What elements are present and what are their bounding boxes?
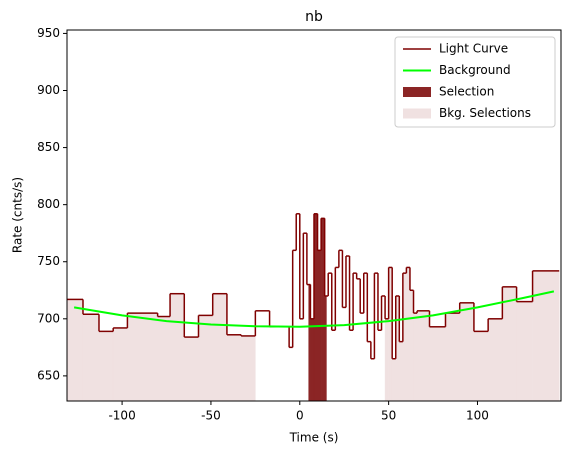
bkg-selection-fill <box>127 312 158 402</box>
x-axis-label: Time (s) <box>289 431 339 445</box>
x-tick-label: -100 <box>108 409 135 423</box>
chart-title: nb <box>305 9 323 25</box>
y-tick-label: 800 <box>37 197 60 211</box>
bkg-selection-fill <box>240 335 256 402</box>
bkg-selection-fill <box>445 312 460 402</box>
legend-swatch <box>403 108 431 119</box>
legend-label: Selection <box>439 85 494 99</box>
bkg-selection-fill <box>416 310 430 402</box>
plot-frame <box>66 29 562 402</box>
bkg-selection-fill <box>516 301 533 402</box>
selection-fill <box>324 295 327 402</box>
legend-label: Bkg. Selections <box>439 106 531 120</box>
bkg-selection-fill <box>82 313 100 402</box>
bkg-selection-fill <box>226 334 242 402</box>
bkg-selection-fill <box>487 318 503 402</box>
bkg-selection-fill <box>98 331 114 402</box>
y-tick-label: 750 <box>37 254 60 268</box>
bkg-selection-fill <box>66 299 84 402</box>
bkg-selection-fill <box>384 318 389 402</box>
bkg-selection-fill <box>413 312 418 402</box>
y-tick-label: 900 <box>37 83 60 97</box>
legend: Light Curve Background Selection Bkg. Selec… <box>394 36 556 128</box>
legend-label: Background <box>439 63 511 77</box>
selection-fill <box>310 318 315 402</box>
y-tick-label: 950 <box>37 26 60 40</box>
y-tick-label: 650 <box>37 368 60 382</box>
bkg-selection-fill <box>502 286 517 402</box>
y-axis-label: Rate (cnts/s) <box>11 177 25 253</box>
bkg-selection-fill <box>459 302 475 402</box>
legend-label: Light Curve <box>439 42 508 56</box>
x-tick-label: -50 <box>201 409 221 423</box>
bkg-selection-fill <box>429 326 446 402</box>
bkg-selection-fill <box>473 331 489 402</box>
bkg-selection-fill <box>157 316 171 402</box>
bkg-selection-fill <box>184 336 199 402</box>
background-line <box>73 290 555 328</box>
legend-box <box>394 36 556 128</box>
bkg-selection-fill <box>391 358 396 402</box>
bkg-selection-fill <box>532 270 560 402</box>
y-tick-label: 850 <box>37 140 60 154</box>
bkg-selection-fill <box>198 315 213 402</box>
bkg-selection-fill <box>399 341 404 402</box>
y-tick-label: 700 <box>37 311 60 325</box>
legend-swatch <box>403 87 431 97</box>
bkg-selection-fill <box>212 293 228 402</box>
x-tick-label: 100 <box>466 409 489 423</box>
x-tick-label: 50 <box>381 409 396 423</box>
bkg-selection-fill <box>169 293 185 402</box>
bkg-selection-fill <box>112 327 128 402</box>
x-tick-label: 0 <box>296 409 304 423</box>
